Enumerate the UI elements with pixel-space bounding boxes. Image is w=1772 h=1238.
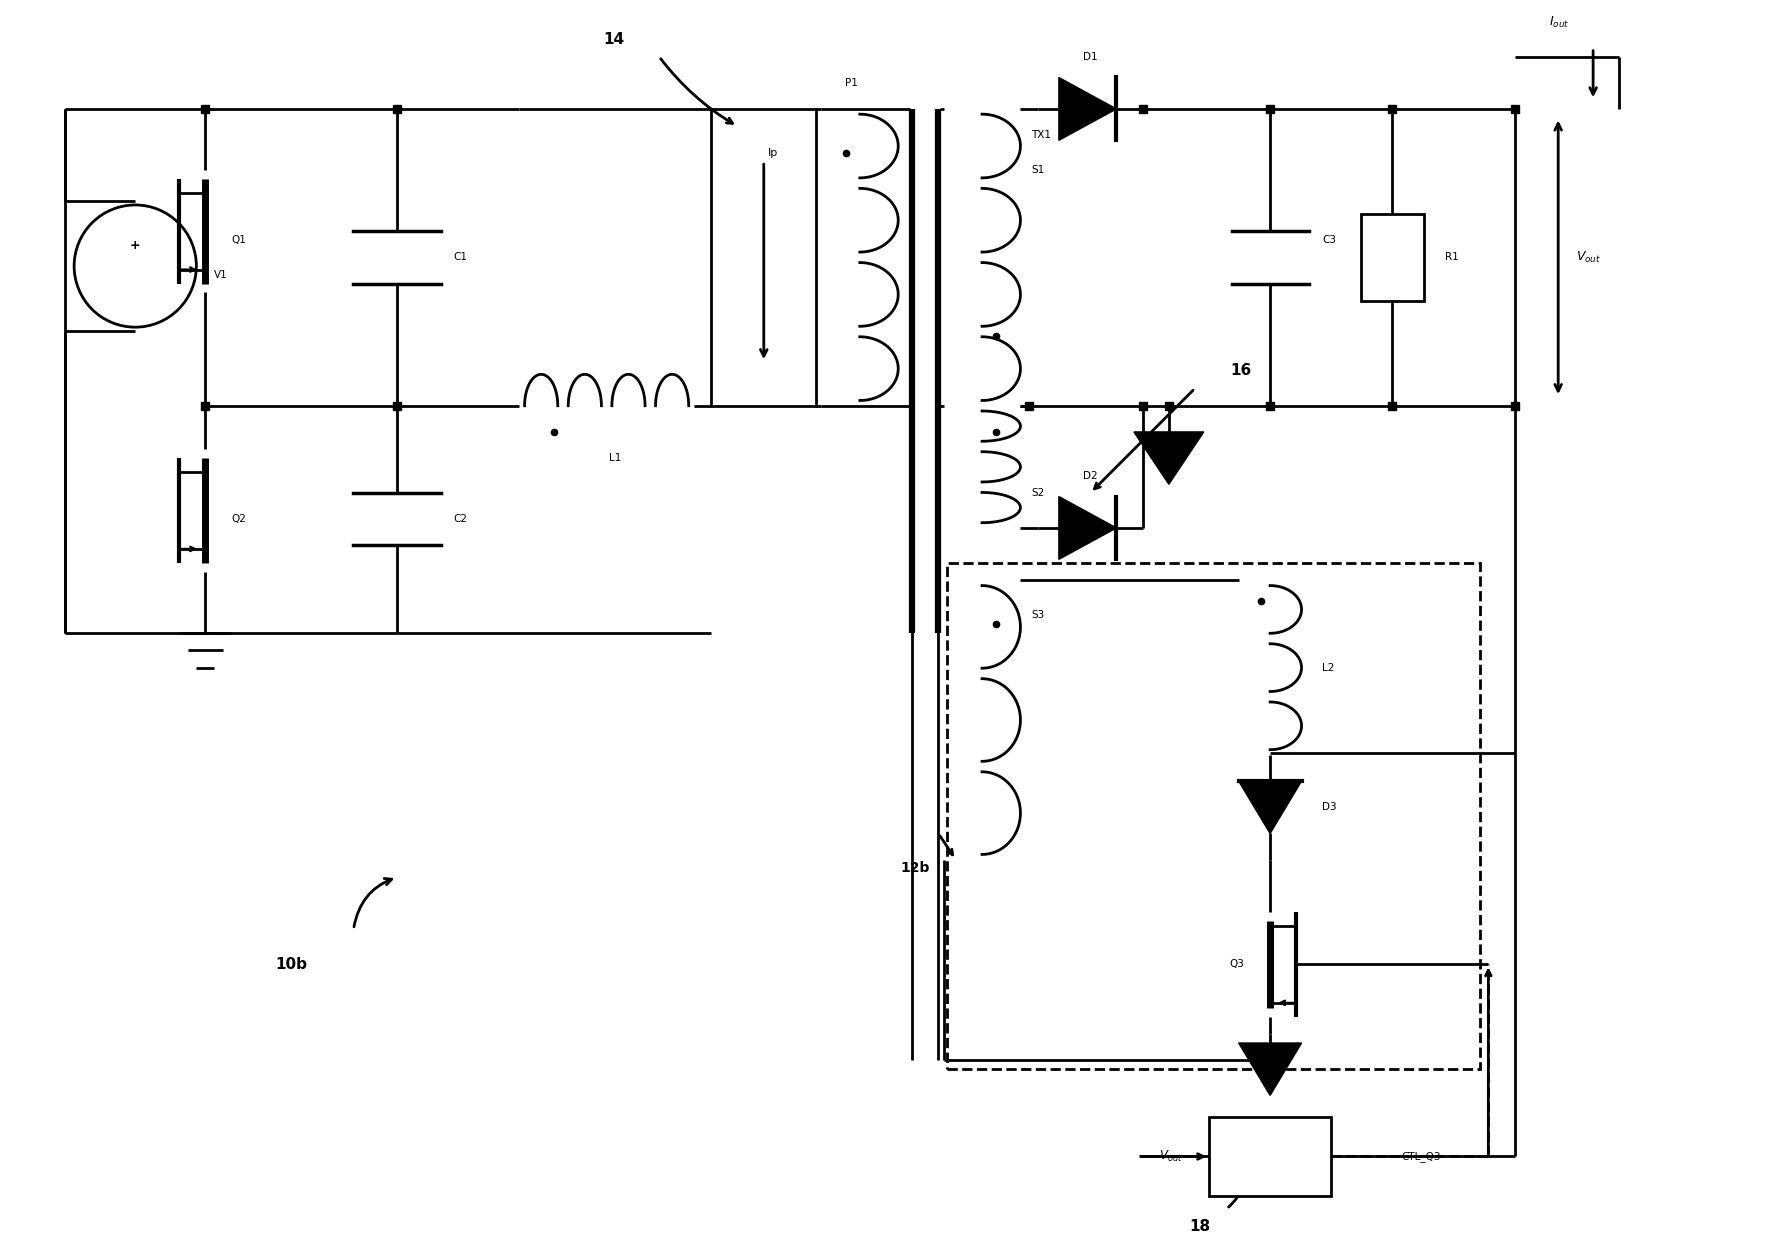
Polygon shape	[1239, 781, 1302, 833]
Text: P1: P1	[845, 78, 858, 88]
Polygon shape	[1239, 1042, 1302, 1096]
Text: $V_{out}$: $V_{out}$	[1575, 250, 1600, 265]
Polygon shape	[1134, 432, 1203, 484]
Text: $V_{out}$: $V_{out}$	[1159, 1149, 1184, 1164]
Text: TX1: TX1	[1031, 130, 1051, 140]
Text: +: +	[129, 239, 140, 251]
Text: C2: C2	[454, 514, 468, 524]
Text: 12b: 12b	[900, 862, 930, 875]
Text: S2: S2	[1031, 488, 1044, 498]
Bar	[711, 109, 817, 406]
Text: L2: L2	[1322, 662, 1334, 672]
Text: S1: S1	[1031, 165, 1044, 175]
Text: D1: D1	[1083, 52, 1097, 62]
Polygon shape	[1060, 78, 1116, 140]
FancyArrowPatch shape	[1228, 1188, 1242, 1207]
Text: 16: 16	[1230, 363, 1251, 379]
Polygon shape	[1060, 496, 1116, 560]
Text: 18: 18	[1189, 1219, 1210, 1234]
Bar	[946, 563, 1480, 1070]
Bar	[1209, 1117, 1331, 1196]
Text: C3: C3	[1322, 235, 1336, 245]
Text: 10b: 10b	[275, 957, 307, 972]
Text: Q3: Q3	[1230, 959, 1244, 969]
Text: Ip: Ip	[767, 147, 778, 157]
Text: 14: 14	[602, 32, 624, 47]
FancyArrowPatch shape	[354, 879, 392, 927]
Text: CTL_Q3: CTL_Q3	[1402, 1151, 1441, 1162]
Text: V1: V1	[214, 270, 227, 280]
Text: S3: S3	[1031, 610, 1044, 620]
Text: C1: C1	[454, 253, 468, 262]
Text: L1: L1	[610, 453, 622, 463]
Text: Q1: Q1	[232, 235, 246, 245]
Bar	[1361, 214, 1423, 301]
Text: D2: D2	[1083, 470, 1097, 480]
Text: $I_{out}$: $I_{out}$	[1549, 15, 1570, 31]
Text: R1: R1	[1444, 253, 1458, 262]
Text: D3: D3	[1322, 802, 1338, 812]
Text: Q2: Q2	[232, 514, 246, 524]
